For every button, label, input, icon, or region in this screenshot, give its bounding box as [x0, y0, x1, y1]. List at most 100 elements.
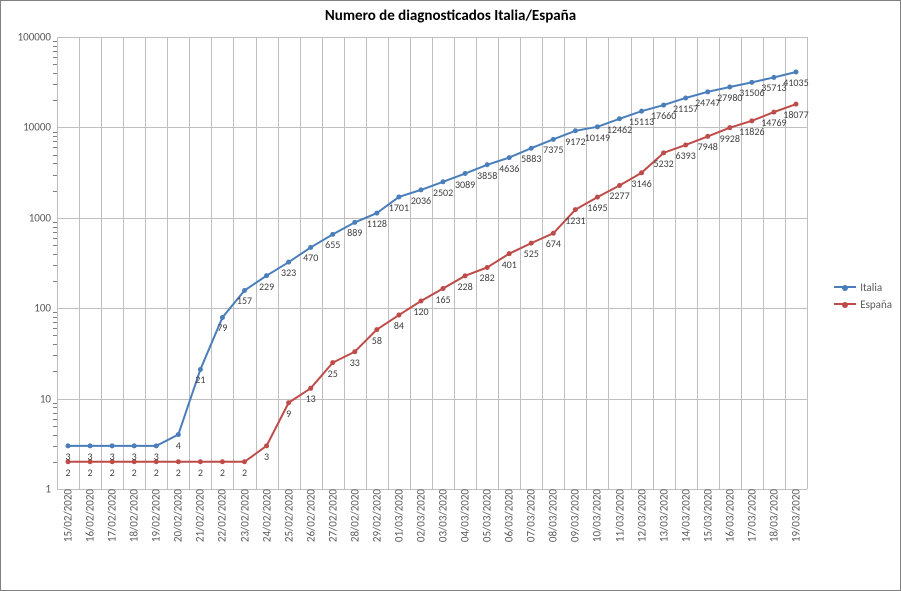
data-label: 3	[264, 450, 269, 463]
series-marker	[396, 313, 401, 318]
series-marker	[595, 124, 600, 129]
series-marker	[330, 360, 335, 365]
data-label: 3146	[631, 177, 651, 190]
series-marker	[617, 116, 622, 121]
chart-title: Numero de diagnosticados Italia/España	[1, 7, 900, 25]
x-tick-label: 22/02/2020	[216, 489, 229, 546]
series-marker	[220, 315, 225, 320]
gridline-x	[807, 37, 808, 489]
data-label: 6393	[676, 149, 696, 162]
data-label: 2	[220, 466, 225, 479]
series-marker	[374, 211, 379, 216]
data-label: 2	[65, 466, 70, 479]
series-marker	[418, 299, 423, 304]
series-marker	[264, 443, 269, 448]
data-label: 7948	[698, 140, 718, 153]
x-tick-label: 02/03/2020	[414, 489, 427, 546]
series-marker	[507, 251, 512, 256]
data-label: 323	[281, 266, 296, 279]
series-marker	[286, 260, 291, 265]
legend-swatch	[834, 286, 856, 288]
data-label: 5232	[653, 157, 673, 170]
x-tick-label: 18/03/2020	[767, 489, 780, 546]
series-marker	[176, 432, 181, 437]
x-tick-label: 08/03/2020	[547, 489, 560, 546]
data-label: 2	[198, 466, 203, 479]
series-marker	[463, 273, 468, 278]
data-label: 4636	[499, 162, 519, 175]
series-marker	[286, 400, 291, 405]
data-label: 525	[524, 247, 539, 260]
data-label: 3	[110, 450, 115, 463]
data-label: 4	[176, 439, 181, 452]
x-tick-label: 19/03/2020	[789, 489, 802, 546]
data-label: 3	[132, 450, 137, 463]
series-marker	[661, 150, 666, 155]
data-label: 282	[480, 271, 495, 284]
series-marker	[793, 69, 798, 74]
series-marker	[308, 386, 313, 391]
series-marker	[485, 162, 490, 167]
x-tick-label: 04/03/2020	[459, 489, 472, 546]
x-tick-label: 03/03/2020	[437, 489, 450, 546]
data-label: 228	[457, 280, 472, 293]
x-tick-label: 09/03/2020	[569, 489, 582, 546]
x-tick-label: 18/02/2020	[128, 489, 141, 546]
y-tick-label: 1	[45, 483, 57, 496]
x-tick-label: 11/03/2020	[613, 489, 626, 546]
plot-area: 11010010001000010000015/02/202016/02/202…	[57, 37, 807, 489]
series-marker	[617, 183, 622, 188]
series-marker	[242, 288, 247, 293]
x-tick-label: 16/02/2020	[84, 489, 97, 546]
data-label: 401	[502, 258, 517, 271]
legend-swatch	[834, 303, 856, 305]
series-marker	[573, 128, 578, 133]
series-marker	[705, 134, 710, 139]
data-label: 1231	[565, 214, 585, 227]
series-marker	[110, 443, 115, 448]
data-label: 41035	[783, 76, 808, 89]
series-marker	[374, 327, 379, 332]
data-label: 3858	[477, 169, 497, 182]
series-marker	[727, 125, 732, 130]
series-marker	[639, 109, 644, 114]
data-label: 1128	[367, 217, 387, 230]
series-marker	[220, 459, 225, 464]
data-label: 2502	[433, 186, 453, 199]
legend-item: Italia	[834, 281, 892, 294]
x-tick-label: 19/02/2020	[150, 489, 163, 546]
data-label: 33	[350, 356, 360, 369]
data-label: 2	[132, 466, 137, 479]
x-tick-label: 12/03/2020	[635, 489, 648, 546]
series-marker	[396, 194, 401, 199]
data-label: 655	[325, 238, 340, 251]
data-label: 3	[65, 450, 70, 463]
data-label: 9928	[720, 132, 740, 145]
series-marker	[639, 170, 644, 175]
series-marker	[198, 459, 203, 464]
x-tick-label: 28/02/2020	[348, 489, 361, 546]
series-marker	[529, 146, 534, 151]
series-marker	[352, 220, 357, 225]
data-label: 2	[154, 466, 159, 479]
x-tick-label: 24/02/2020	[260, 489, 273, 546]
series-marker	[551, 231, 556, 236]
data-label: 120	[413, 305, 428, 318]
y-tick-label: 100000	[18, 31, 57, 44]
data-label: 1695	[587, 201, 607, 214]
series-marker	[441, 179, 446, 184]
data-label: 470	[303, 251, 318, 264]
series-marker	[176, 459, 181, 464]
data-label: 9	[286, 407, 291, 420]
legend-item: España	[834, 298, 892, 311]
data-label: 229	[259, 280, 274, 293]
x-tick-label: 29/02/2020	[370, 489, 383, 546]
data-label: 2277	[609, 189, 629, 202]
series-marker	[595, 195, 600, 200]
data-label: 2	[110, 466, 115, 479]
x-tick-label: 27/02/2020	[326, 489, 339, 546]
x-tick-label: 06/03/2020	[503, 489, 516, 546]
x-tick-label: 07/03/2020	[525, 489, 538, 546]
data-label: 79	[217, 321, 227, 334]
legend-marker	[842, 285, 848, 291]
